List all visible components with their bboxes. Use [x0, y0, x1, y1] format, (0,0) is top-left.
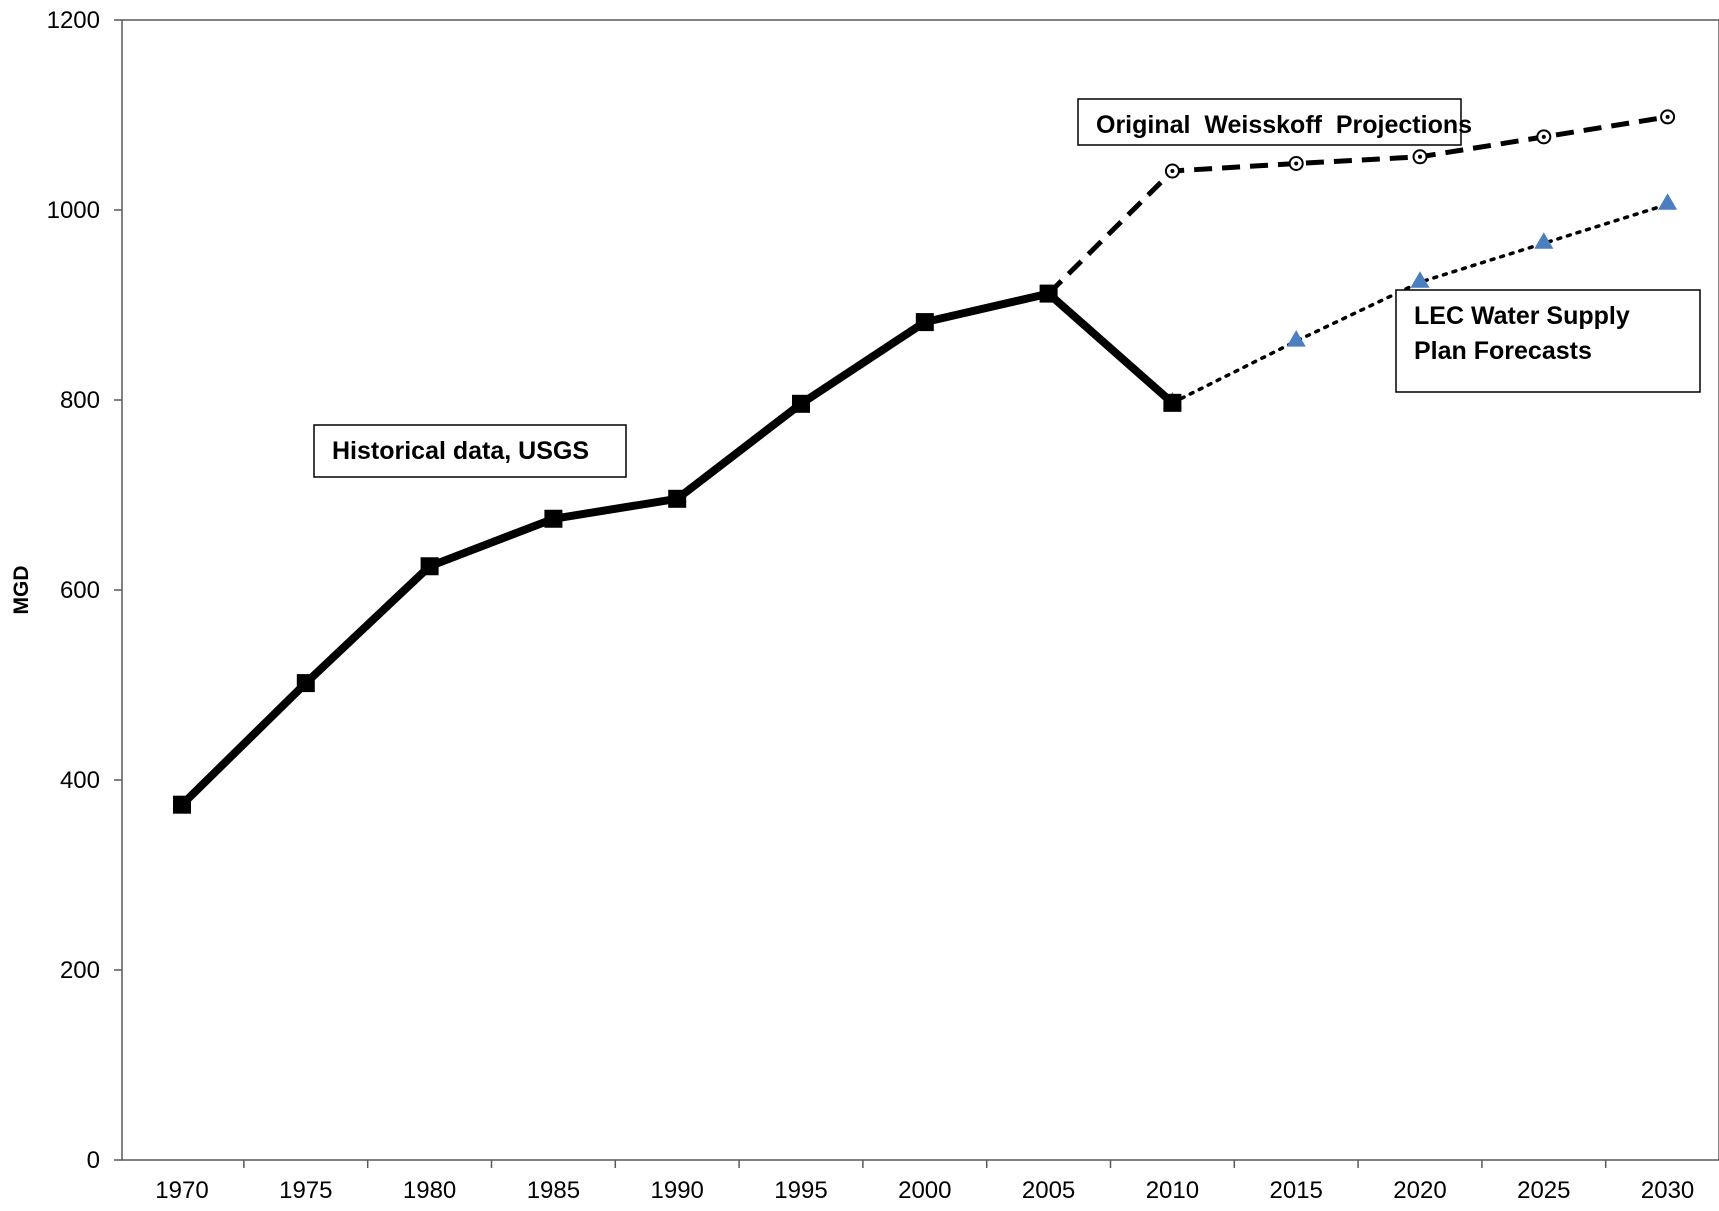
annotation-lec: LEC Water Supply Plan Forecasts	[1395, 289, 1701, 393]
y-tick-label: 800	[60, 387, 100, 414]
annotation-box	[313, 424, 627, 478]
series-line-historical	[179, 289, 1176, 808]
annotation-box	[1395, 289, 1701, 393]
series-layer	[173, 109, 1678, 814]
x-tick-label: 2000	[898, 1177, 951, 1204]
data-point-historical	[173, 795, 191, 814]
annotation-layer: Historical data, USGS Original Weisskoff …	[313, 98, 1701, 478]
axes-layer: 0 200 400 600 800 1000 1200 1970 1975 1980 1985 199…	[10, 7, 1719, 1204]
data-point-lec	[1286, 330, 1306, 347]
data-point-dot	[1665, 114, 1670, 119]
data-point-historical	[544, 509, 563, 528]
x-tick-label: 1970	[155, 1177, 208, 1204]
y-tick-label: 600	[60, 577, 100, 604]
data-point-weisskoff	[1660, 109, 1676, 125]
y-axis-title: MGD	[10, 566, 33, 615]
x-tick-label: 1990	[651, 1177, 704, 1204]
data-point-historical	[1163, 393, 1182, 412]
series-line-lec	[1170, 202, 1670, 405]
annotation-historical: Historical data, USGS	[313, 424, 627, 478]
x-tick-label: 2005	[1022, 1177, 1075, 1204]
y-tick-label: 0	[87, 1147, 100, 1174]
x-tick-label: 1975	[279, 1177, 332, 1204]
annotation-text: Plan Forecasts	[1414, 337, 1592, 365]
data-point-dot	[1418, 154, 1422, 159]
data-point-weisskoff	[1288, 155, 1304, 171]
x-tick-label: 1985	[527, 1177, 580, 1204]
x-tick-label: 2020	[1393, 1177, 1446, 1204]
y-tick-label: 1200	[47, 7, 100, 34]
annotation-box	[1077, 98, 1462, 146]
data-point-historical	[792, 394, 810, 413]
annotation-weisskoff: Original Weisskoff Projections	[1077, 98, 1472, 146]
y-tick-label: 1000	[47, 197, 100, 224]
x-tick-label: 2015	[1270, 1177, 1323, 1204]
data-point-lec	[1534, 232, 1554, 249]
data-point-historical	[1039, 284, 1058, 303]
data-point-historical	[420, 557, 439, 576]
data-point-dot	[1170, 169, 1175, 174]
data-point-lec	[1410, 271, 1430, 288]
annotation-text: Historical data, USGS	[332, 437, 589, 465]
plot-area-frame	[121, 19, 1719, 1161]
data-point-historical	[668, 489, 687, 508]
series-line-weisskoff	[1046, 114, 1668, 296]
data-point-historical	[296, 674, 315, 693]
y-tick-label: 400	[60, 767, 100, 794]
data-point-weisskoff	[1536, 129, 1552, 145]
data-point-weisskoff	[1164, 163, 1180, 179]
data-point-dot	[1294, 161, 1299, 166]
x-tick-label: 1980	[403, 1177, 456, 1204]
x-tick-label: 1995	[774, 1177, 827, 1204]
data-point-weisskoff	[1412, 149, 1428, 165]
x-tick-label: 2030	[1641, 1177, 1694, 1204]
x-tick-label: 2010	[1146, 1177, 1199, 1204]
y-tick-label: 200	[60, 957, 100, 984]
annotation-text: LEC Water Supply	[1414, 302, 1630, 330]
annotation-text: Original Weisskoff Projections	[1096, 111, 1472, 139]
x-tick-label: 2025	[1517, 1177, 1570, 1204]
data-point-lec	[1658, 193, 1678, 210]
data-point-dot	[1541, 134, 1546, 139]
data-point-historical	[915, 313, 934, 332]
